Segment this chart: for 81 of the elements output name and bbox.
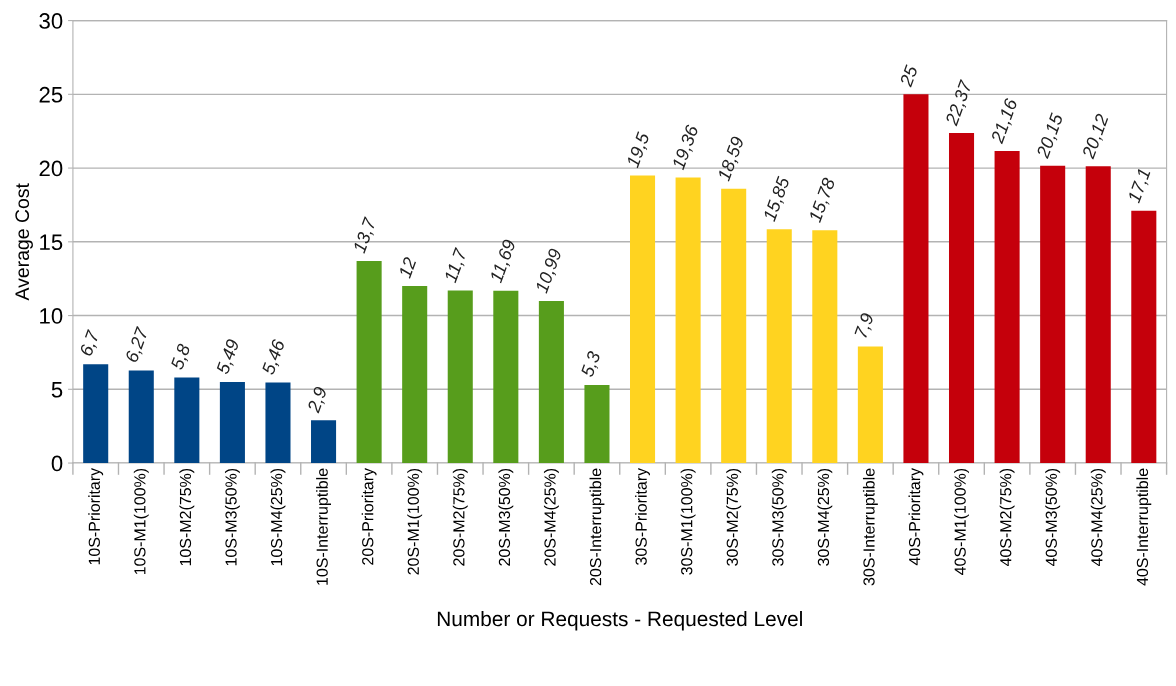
bar [1085,166,1111,464]
bar [766,229,792,464]
x-tick-label: 30S-Interruptible [862,468,878,586]
y-tick-label: 15 [40,234,63,251]
x-tick-label: 40S-M3(50%) [1045,468,1061,567]
x-tick-label: 10S-M1(100%) [133,468,149,575]
data-label: 5,49 [215,338,242,376]
bar [538,300,564,464]
bar [128,370,154,464]
data-label: 6,27 [124,325,151,364]
data-label: 15,85 [762,175,792,223]
bar [265,382,291,464]
x-tick-label: 30S-M1(100%) [680,468,696,575]
y-tick-label: 5 [51,382,63,398]
y-tick-label: 0 [51,455,63,472]
bar [857,346,883,464]
data-label: 5,46 [261,338,288,377]
data-label: 5,3 [580,350,603,379]
y-tick-label: 25 [39,86,63,103]
bar [219,382,245,464]
bar [1131,210,1157,464]
bar [493,290,519,464]
x-tick-label: 10S-M2(75%) [179,468,195,566]
x-tick-label: 20S-M2(75%) [452,468,468,566]
x-tick-label: 20S-M3(50%) [498,468,514,566]
data-label: 20,12 [1081,112,1111,161]
bar [402,286,428,464]
bar [994,150,1020,464]
x-tick-label: 20S-Interruptible [589,468,605,586]
bar [812,230,838,464]
data-label: 25 [899,64,919,88]
data-label: 17,1 [1127,168,1153,205]
data-label: 12 [398,256,417,279]
data-label: 18,59 [717,135,747,183]
x-tick-label: 10S-Interruptible [316,468,331,585]
x-tick-label: 20S-M1(100%) [407,468,423,575]
data-label: 21,16 [990,97,1020,146]
x-tick-label: 40S-M2(75%) [999,468,1015,567]
x-tick-label: 30S-M2(75%) [726,468,742,566]
x-tick-label: 40S-M4(25%) [1090,468,1106,567]
y-tick-label: 20 [39,160,63,177]
data-label: 20,15 [1035,112,1066,160]
data-label: 19,36 [671,123,701,172]
bar [949,133,975,464]
x-tick-label: 40S-Prioritary [908,467,924,566]
data-label: 11,7 [443,247,470,284]
data-label: 13,7 [352,216,379,255]
bar [721,188,747,464]
x-tick-label: 10S-M4(25%) [270,468,286,566]
y-tick-label: 30 [39,13,63,29]
data-label: 2,9 [306,385,330,415]
x-tick-label: 30S-Prioritary [635,467,650,565]
bar [903,94,929,464]
data-label: 11,69 [489,238,518,285]
data-label: 7,9 [854,312,877,339]
bar [174,377,200,464]
x-tick-label: 10S-Prioritary [88,467,104,565]
y-axis-title: Average Cost [15,183,33,301]
bar [630,175,656,464]
bar [356,260,382,464]
bar [584,384,610,464]
bar [1040,165,1066,464]
bar [447,290,473,464]
data-label: 10,99 [534,247,564,295]
data-label: 5,8 [170,342,193,372]
bar [675,177,701,464]
x-tick-label: 20S-M4(25%) [543,468,559,566]
x-axis-title: Number or Requests - Requested Level [437,610,802,631]
data-label: 22,37 [944,78,975,128]
x-tick-label: 30S-M4(25%) [817,468,833,566]
x-tick-label: 40S-M1(100%) [954,468,969,575]
x-tick-label: 20S-Prioritary [361,467,377,565]
bar [311,420,337,464]
data-label: 15,78 [808,176,838,224]
bar [83,364,109,464]
data-label: 19,5 [625,131,652,169]
x-tick-label: 40S-Interruptible [1136,468,1152,586]
x-tick-label: 30S-M3(50%) [771,468,787,566]
x-tick-label: 10S-M3(50%) [224,468,240,566]
data-label: 6,7 [79,328,102,358]
y-tick-label: 10 [40,308,63,324]
